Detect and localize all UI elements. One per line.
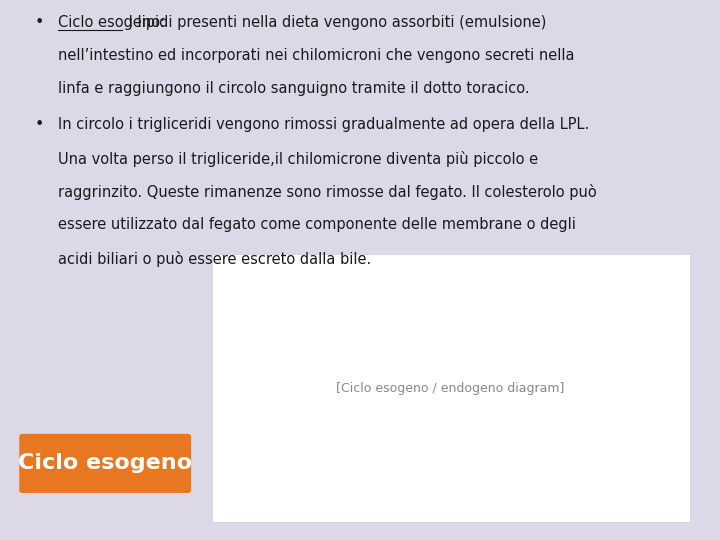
Text: Ciclo esogeno: Ciclo esogeno (18, 454, 192, 474)
Text: linfa e raggiungono il circolo sanguigno tramite il dotto toracico.: linfa e raggiungono il circolo sanguigno… (58, 82, 530, 97)
Text: essere utilizzato dal fegato come componente delle membrane o degli: essere utilizzato dal fegato come compon… (58, 218, 576, 232)
Text: •: • (35, 117, 45, 132)
FancyBboxPatch shape (212, 254, 690, 523)
Text: nell’intestino ed incorporati nei chilomicroni che vengono secreti nella: nell’intestino ed incorporati nei chilom… (58, 48, 575, 63)
Text: Una volta perso il trigliceride,il chilomicrone diventa più piccolo e: Una volta perso il trigliceride,il chilo… (58, 151, 539, 167)
Text: In circolo i trigliceridi vengono rimossi gradualmente ad opera della LPL.: In circolo i trigliceridi vengono rimoss… (58, 117, 590, 132)
Text: raggrinzito. Queste rimanenze sono rimosse dal fegato. Il colesterolo può: raggrinzito. Queste rimanenze sono rimos… (58, 184, 597, 200)
FancyBboxPatch shape (19, 434, 191, 493)
Text: Ciclo esogeno:: Ciclo esogeno: (58, 15, 166, 30)
Text: I lipidi presenti nella dieta vengono assorbiti (emulsione): I lipidi presenti nella dieta vengono as… (124, 15, 546, 30)
Text: acidi biliari o può essere escreto dalla bile.: acidi biliari o può essere escreto dalla… (58, 251, 372, 267)
Text: •: • (35, 15, 45, 30)
Text: [Ciclo esogeno / endogeno diagram]: [Ciclo esogeno / endogeno diagram] (336, 382, 564, 395)
